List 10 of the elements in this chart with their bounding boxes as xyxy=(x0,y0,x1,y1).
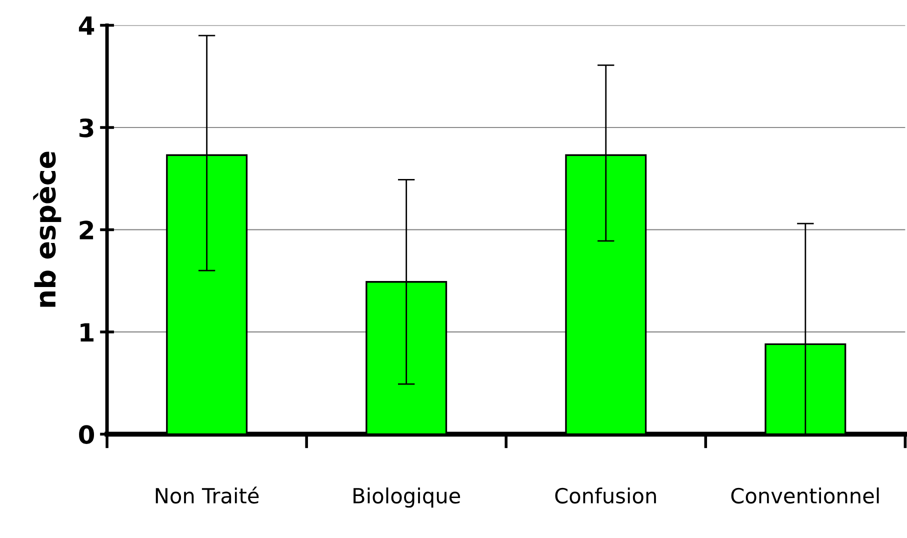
y-tick-label: 3 xyxy=(80,118,94,138)
y-axis-title: nb espèce xyxy=(33,152,62,307)
x-tick-label: Confusion xyxy=(555,487,656,504)
x-tick-label: Conventionnel xyxy=(731,487,879,504)
y-tick-label: 1 xyxy=(80,323,94,342)
x-tick-label: Non Traité xyxy=(156,486,259,504)
y-tick-label: 2 xyxy=(80,220,94,240)
y-tick-label: 4 xyxy=(78,16,94,35)
y-tick-label: 0 xyxy=(79,425,94,444)
x-tick-label: Biologique xyxy=(354,487,460,508)
